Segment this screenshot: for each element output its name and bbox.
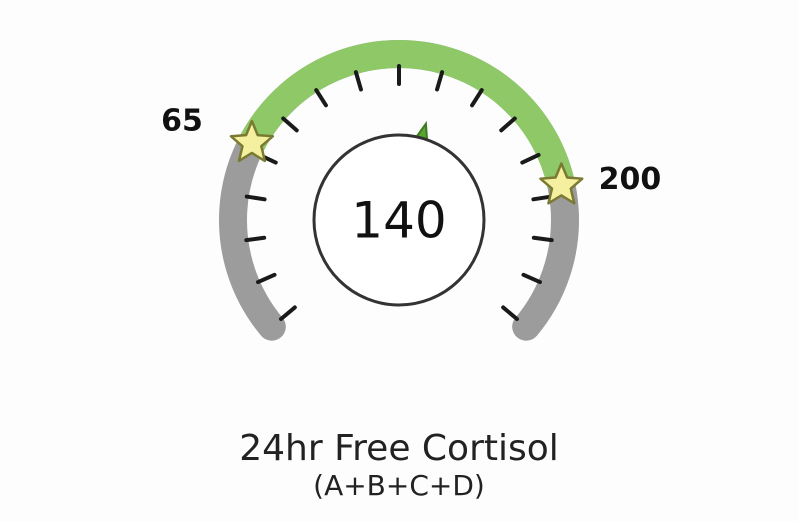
gauge-tick <box>437 72 442 89</box>
gauge-tick <box>316 90 326 105</box>
range-high-label: 200 <box>599 162 662 197</box>
gauge-tick <box>281 307 295 319</box>
gauge-tick <box>534 238 552 240</box>
gauge-tick <box>247 197 265 200</box>
gauge-tick <box>283 118 297 130</box>
gauge-tick <box>472 90 482 105</box>
gauge-tick <box>501 118 515 130</box>
gauge-title: 24hr Free Cortisol <box>239 428 559 469</box>
gauge-tick <box>522 155 538 163</box>
gauge-tick <box>503 307 517 319</box>
gauge-tick <box>246 238 264 240</box>
gauge-tick <box>523 275 539 282</box>
gauge-value: 140 <box>351 192 446 250</box>
gauge-subtitle: (A+B+C+D) <box>313 469 485 502</box>
gauge-tick <box>356 72 361 89</box>
range-low-label: 65 <box>161 104 203 139</box>
gauge-tick <box>258 275 274 282</box>
cortisol-gauge: 140 65 200 24hr Free Cortisol(A+B+C+D) <box>0 0 798 522</box>
